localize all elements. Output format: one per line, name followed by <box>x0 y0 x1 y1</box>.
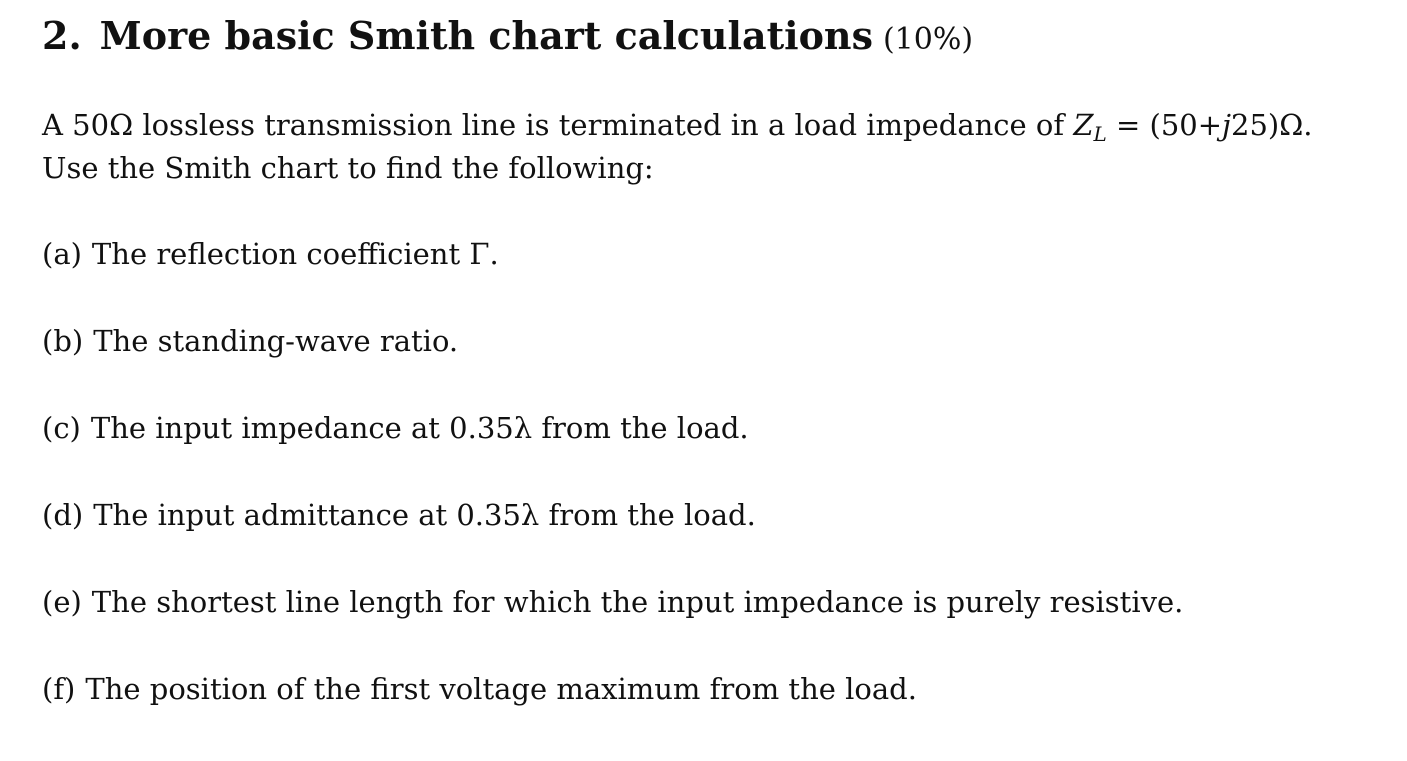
question-text: The standing-wave ratio. <box>93 324 459 358</box>
question-marker: (e) <box>42 585 82 619</box>
imaginary-unit: j <box>1222 108 1232 142</box>
statement-text: A 50Ω lossless transmission line is term… <box>42 108 1074 142</box>
load-symbol: Z <box>1073 108 1094 142</box>
question-item: (f) The position of the first voltage max… <box>42 668 1183 711</box>
statement-line-1: A 50Ω lossless transmission line is term… <box>42 104 1313 147</box>
question-list: (a) The reflection coefficient Γ. (b) The … <box>42 233 1183 755</box>
question-text: The shortest line length for which the i… <box>91 585 1184 619</box>
question-item: (d) The input admittance at 0.35λ from th… <box>42 494 1183 537</box>
statement-equals: = (50+ <box>1106 108 1223 142</box>
question-marker: (b) <box>42 324 84 358</box>
question-text: The position of the first voltage maximu… <box>85 672 917 706</box>
question-item: (c) The input impedance at 0.35λ from the… <box>42 407 1183 450</box>
question-marker: (d) <box>42 498 84 532</box>
section-weight: (10%) <box>882 22 974 57</box>
question-text: The input admittance at 0.35λ from the l… <box>93 498 756 532</box>
question-text: The input impedance at 0.35λ from the lo… <box>90 411 749 445</box>
statement-suffix: 25)Ω. <box>1231 108 1313 142</box>
question-item: (b) The standing-wave ratio. <box>42 320 1183 363</box>
section-heading: 2. More basic Smith chart calculations (10… <box>42 12 973 64</box>
question-marker: (c) <box>42 411 81 445</box>
question-marker: (a) <box>42 237 82 271</box>
section-number: 2. <box>42 13 82 58</box>
question-item: (e) The shortest line length for which th… <box>42 581 1183 624</box>
problem-statement: A 50Ω lossless transmission line is term… <box>42 104 1313 190</box>
question-marker: (f) <box>42 672 76 706</box>
question-text: The reflection coefficient Γ. <box>91 237 499 271</box>
load-subscript: L <box>1093 122 1107 146</box>
section-title: More basic Smith chart calculations <box>99 13 873 58</box>
statement-line-2: Use the Smith chart to find the followin… <box>42 151 654 185</box>
question-item: (a) The reflection coefficient Γ. <box>42 233 1183 276</box>
